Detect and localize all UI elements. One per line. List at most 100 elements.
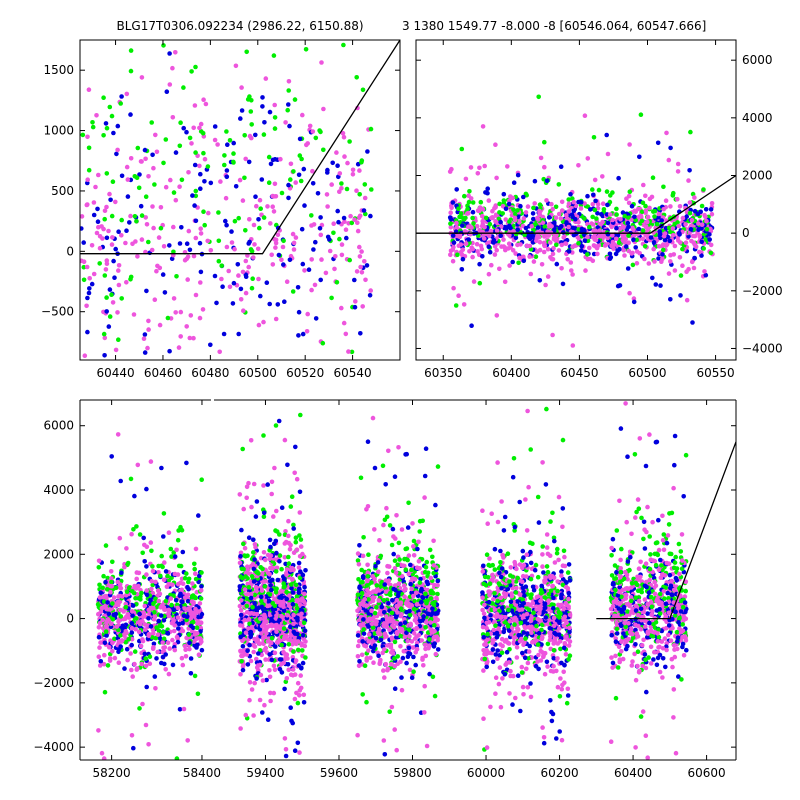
zoom-left-point xyxy=(143,156,148,162)
full-lightcurve-point xyxy=(358,475,364,481)
full-lightcurve-point xyxy=(160,654,166,660)
full-lightcurve-point xyxy=(259,598,264,604)
full-lightcurve-point xyxy=(287,546,293,552)
zoom-right-point xyxy=(460,223,465,228)
zoom-right-point xyxy=(623,236,628,242)
zoom-right-point xyxy=(578,206,584,211)
full-lightcurve-point xyxy=(155,588,161,593)
full-lightcurve-point xyxy=(129,733,135,738)
full-lightcurve-point xyxy=(261,510,267,516)
zoom-left-point xyxy=(229,240,235,245)
zoom-right-point xyxy=(455,252,460,258)
zoom-left-point xyxy=(313,135,319,141)
zoom-left-point xyxy=(104,258,110,263)
full-lightcurve-point xyxy=(274,640,280,645)
full-lightcurve-point xyxy=(96,625,102,630)
zoom-left-point xyxy=(280,244,286,250)
full-lightcurve-point xyxy=(261,483,266,488)
zoom-right-point xyxy=(542,139,547,145)
zoom-right-point xyxy=(596,243,602,248)
full-lightcurve-point xyxy=(245,648,250,653)
zoom-right-point xyxy=(668,297,673,302)
zoom-left-point xyxy=(350,167,356,173)
full-lightcurve-point xyxy=(96,634,102,640)
full-lightcurve-point xyxy=(359,590,365,596)
zoom-right-point xyxy=(497,201,502,207)
full-lightcurve-point xyxy=(199,570,204,575)
full-lightcurve-point xyxy=(167,582,172,587)
zoom-left-point xyxy=(271,53,277,58)
zoom-right-point xyxy=(650,275,655,281)
zoom-left-point xyxy=(131,312,137,317)
zoom-left-point xyxy=(331,221,337,226)
full-lightcurve-point xyxy=(144,572,149,577)
zoom-left-point xyxy=(187,247,193,253)
zoom-left-point xyxy=(339,181,344,186)
zoom-left-point xyxy=(111,258,116,264)
full-lightcurve-point xyxy=(165,630,171,636)
zoom-left-point xyxy=(142,350,148,355)
full-lightcurve-point xyxy=(179,527,185,533)
zoom-left-point xyxy=(138,203,144,209)
full-lightcurve-point xyxy=(101,756,107,760)
full-lightcurve-point xyxy=(159,553,164,559)
full-lightcurve-point xyxy=(249,624,255,630)
zoom-left-point xyxy=(360,304,366,309)
zoom-right-point xyxy=(572,243,578,248)
full-lightcurve-point xyxy=(274,550,279,556)
full-lightcurve-point xyxy=(435,638,441,643)
zoom-right-point xyxy=(541,240,547,246)
zoom-right-point xyxy=(466,199,472,205)
full-lightcurve-point xyxy=(139,661,145,667)
zoom-right-point xyxy=(517,255,522,261)
full-lightcurve-point xyxy=(238,612,244,618)
zoom-right-point xyxy=(675,196,680,202)
full-lightcurve-point xyxy=(247,621,252,627)
zoom-left-point xyxy=(89,243,95,248)
zoom-left-point xyxy=(302,203,307,208)
zoom-left-point xyxy=(154,268,159,274)
full-lightcurve-point xyxy=(393,614,399,620)
full-lightcurve-point xyxy=(387,709,393,714)
zoom-left-point xyxy=(368,126,374,132)
full-lightcurve-point xyxy=(284,567,290,572)
full-lightcurve-point xyxy=(115,432,121,437)
zoom-left-point xyxy=(325,234,331,240)
zoom-right-point xyxy=(532,178,538,184)
zoom-left-point xyxy=(128,156,134,161)
zoom-left-point xyxy=(104,204,109,210)
full-lightcurve-point xyxy=(246,617,252,622)
full-lightcurve-point xyxy=(292,637,297,643)
zoom-left-point xyxy=(253,194,258,199)
full-lightcurve-point xyxy=(190,629,195,634)
full-lightcurve-point xyxy=(165,640,171,645)
full-lightcurve-point xyxy=(167,646,172,651)
zoom-right-point xyxy=(590,214,595,220)
full-lightcurve-point xyxy=(302,584,307,590)
full-lightcurve-point xyxy=(298,412,303,418)
full-lightcurve-point xyxy=(176,528,181,533)
full-lightcurve-point xyxy=(272,650,278,656)
full-lightcurve-point xyxy=(180,628,186,634)
zoom-right-point xyxy=(505,164,510,169)
full-lightcurve-point xyxy=(435,578,441,584)
full-lightcurve-point xyxy=(162,560,167,565)
zoom-right-point xyxy=(578,199,584,205)
zoom-right-point xyxy=(485,190,490,196)
full-lightcurve-point xyxy=(296,560,302,566)
full-lightcurve-point xyxy=(427,671,432,677)
zoom-left-point xyxy=(222,162,227,168)
full-lightcurve-point xyxy=(302,599,307,605)
full-lightcurve-point xyxy=(381,522,386,528)
full-lightcurve-point xyxy=(295,639,301,644)
full-lightcurve-point xyxy=(124,589,130,594)
full-lightcurve-point xyxy=(284,676,290,681)
zoom-right-point xyxy=(465,206,470,212)
full-lightcurve-point xyxy=(431,538,436,544)
zoom-right-point xyxy=(564,212,569,218)
zoom-right-point xyxy=(605,235,610,241)
full-lightcurve-point xyxy=(137,532,143,537)
full-lightcurve-point xyxy=(271,663,277,669)
zoom-left-point xyxy=(191,335,196,341)
zoom-right-point xyxy=(633,245,638,250)
